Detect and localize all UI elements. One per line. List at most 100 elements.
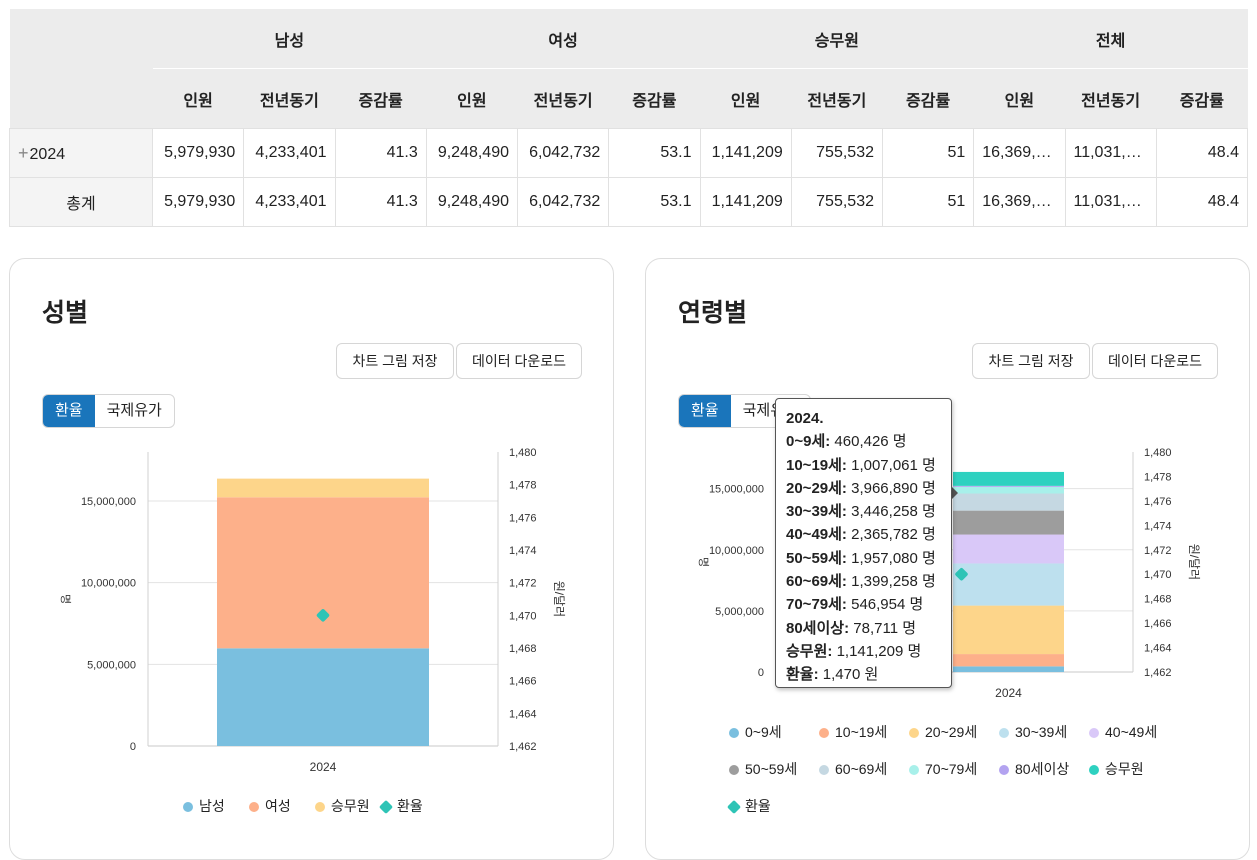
- legend-label: 0~9세: [745, 724, 782, 740]
- table-cell: 51: [881, 177, 975, 227]
- legend-label: 환율: [397, 798, 423, 814]
- table-cell: 1,141,209: [699, 177, 792, 227]
- table-cell: 53.1: [608, 128, 701, 178]
- legend-item[interactable]: 환율: [726, 796, 771, 816]
- save-chart-image-button[interactable]: 차트 그림 저장: [972, 343, 1090, 379]
- table-cell: 6,042,732: [516, 177, 610, 227]
- tooltip-line: 80세이상: 78,711 명: [786, 619, 916, 637]
- legend-label: 60~69세: [835, 761, 888, 777]
- legend-item[interactable]: 여성: [249, 796, 291, 816]
- tooltip-line: 30~39세: 3,446,258 명: [786, 503, 936, 521]
- table-cell: 5,979,930: [151, 177, 245, 227]
- tooltip-arrow: [951, 486, 958, 500]
- expandable-row-header[interactable]: +2024: [9, 128, 153, 178]
- download-data-button[interactable]: 데이터 다운로드: [1092, 343, 1218, 379]
- col-header-prev: 전년동기: [1065, 68, 1157, 129]
- legend-label: 승무원: [331, 798, 370, 814]
- col-header-count: 인원: [426, 68, 518, 129]
- col-header-rate: 증감률: [1156, 68, 1248, 129]
- toggle-exchange-rate[interactable]: 환율: [679, 395, 731, 427]
- table-cell: 11,031,6…: [1064, 128, 1157, 178]
- legend-label: 10~19세: [835, 724, 888, 740]
- table-cell: 4,233,401: [243, 128, 336, 178]
- legend-item[interactable]: 승무원: [1089, 759, 1144, 779]
- legend-item[interactable]: 40~49세: [1089, 722, 1157, 742]
- table-cell: 41.3: [334, 177, 427, 227]
- legend-dot-icon: [729, 765, 739, 775]
- gender-chart-panel: 성별 차트 그림 저장 데이터 다운로드 환율 국제유가: [9, 258, 614, 860]
- col-header-rate: 증감률: [608, 68, 700, 129]
- legend-dot-icon: [819, 728, 829, 738]
- table-cell: 755,532: [790, 177, 884, 227]
- legend-item[interactable]: 10~19세: [819, 722, 887, 742]
- indicator-toggle: 환율 국제유가: [42, 394, 175, 428]
- legend-label: 여성: [265, 798, 291, 814]
- legend-item[interactable]: 70~79세: [909, 759, 977, 779]
- table-cell: 16,369,6…: [973, 177, 1066, 227]
- tooltip-line: 환율: 1,470 원: [786, 666, 879, 684]
- legend-label: 70~79세: [925, 761, 978, 777]
- tooltip-line: 40~49세: 2,365,782 명: [786, 526, 936, 544]
- table-cell: 5,979,930: [151, 128, 245, 178]
- legend-dot-icon: [249, 802, 259, 812]
- legend-label: 50~59세: [745, 761, 798, 777]
- total-row-header: 총계: [9, 177, 153, 227]
- toggle-exchange-rate[interactable]: 환율: [43, 395, 95, 427]
- tooltip-line: 70~79세: 546,954 명: [786, 596, 924, 614]
- table-cell: 755,532: [790, 128, 884, 178]
- legend-dot-icon: [909, 765, 919, 775]
- tooltip-line: 10~19세: 1,007,061 명: [786, 456, 936, 474]
- download-data-button[interactable]: 데이터 다운로드: [456, 343, 582, 379]
- tooltip-line: 승무원: 1,141,209 명: [786, 642, 922, 660]
- table-cell: 4,233,401: [243, 177, 336, 227]
- table-row: +2024 5,979,930 4,233,401 41.3 9,248,490 6,04…: [9, 128, 1249, 178]
- table-subheader-row: 인원 전년동기 증감률 인원 전년동기 증감률 인원 전년동기 증감률 인원 전…: [10, 68, 1248, 129]
- row-label: 2024: [29, 145, 66, 163]
- table-cell: 53.1: [608, 177, 701, 227]
- col-header-rate: 증감률: [882, 68, 974, 129]
- col-header-prev: 전년동기: [517, 68, 609, 129]
- col-header-rate: 증감률: [335, 68, 427, 129]
- legend-diamond-icon: [378, 799, 394, 815]
- panel-title: 성별: [42, 299, 89, 327]
- table-cell: 9,248,490: [425, 128, 519, 178]
- group-header-crew: 승무원: [700, 9, 974, 69]
- legend-item[interactable]: 승무원: [315, 796, 370, 816]
- legend-item[interactable]: 60~69세: [819, 759, 887, 779]
- legend-label: 남성: [199, 798, 225, 814]
- legend-item[interactable]: 환율: [378, 796, 423, 816]
- age-chart-tooltip: 2024. 0~9세: 460,426 명 10~19세: 1,007,061 명…: [775, 398, 952, 688]
- panel-title: 연령별: [678, 299, 748, 327]
- col-header-count: 인원: [152, 68, 244, 129]
- toggle-oil-price[interactable]: 국제유가: [106, 402, 162, 419]
- group-header-total: 전체: [973, 9, 1248, 69]
- tooltip-line: 60~69세: 1,399,258 명: [786, 573, 936, 591]
- tooltip-line: 20~29세: 3,966,890 명: [786, 479, 936, 497]
- tooltip-title: 2024.: [786, 410, 824, 427]
- save-chart-image-button[interactable]: 차트 그림 저장: [336, 343, 454, 379]
- table-corner: [9, 9, 153, 129]
- legend-label: 환율: [745, 798, 771, 814]
- age-chart-panel: 연령별 차트 그림 저장 데이터 다운로드 환율 국제유가: [645, 258, 1250, 860]
- table-cell: 48.4: [1155, 177, 1249, 227]
- legend-dot-icon: [909, 728, 919, 738]
- legend-dot-icon: [999, 765, 1009, 775]
- col-header-count: 인원: [973, 68, 1065, 129]
- legend-item[interactable]: 0~9세: [729, 722, 782, 742]
- table-row: 총계 5,979,930 4,233,401 41.3 9,248,490 6,042,7…: [9, 177, 1249, 227]
- legend-item[interactable]: 50~59세: [729, 759, 797, 779]
- legend-dot-icon: [1089, 765, 1099, 775]
- legend-item[interactable]: 80세이상: [999, 759, 1069, 779]
- table-cell: 41.3: [334, 128, 427, 178]
- legend-item[interactable]: 남성: [183, 796, 225, 816]
- legend-item[interactable]: 30~39세: [999, 722, 1067, 742]
- legend-label: 80세이상: [1015, 761, 1070, 777]
- row-label: 총계: [66, 196, 96, 213]
- legend-dot-icon: [819, 765, 829, 775]
- table-cell: 51: [881, 128, 975, 178]
- legend-item[interactable]: 20~29세: [909, 722, 977, 742]
- expand-plus-icon[interactable]: +: [18, 142, 29, 163]
- stats-table: 남성 여성 승무원 전체 인원 전년동기 증감률 인원 전년동기 증감률 인원 …: [9, 9, 1249, 227]
- legend-label: 40~49세: [1105, 724, 1158, 740]
- legend-dot-icon: [1089, 728, 1099, 738]
